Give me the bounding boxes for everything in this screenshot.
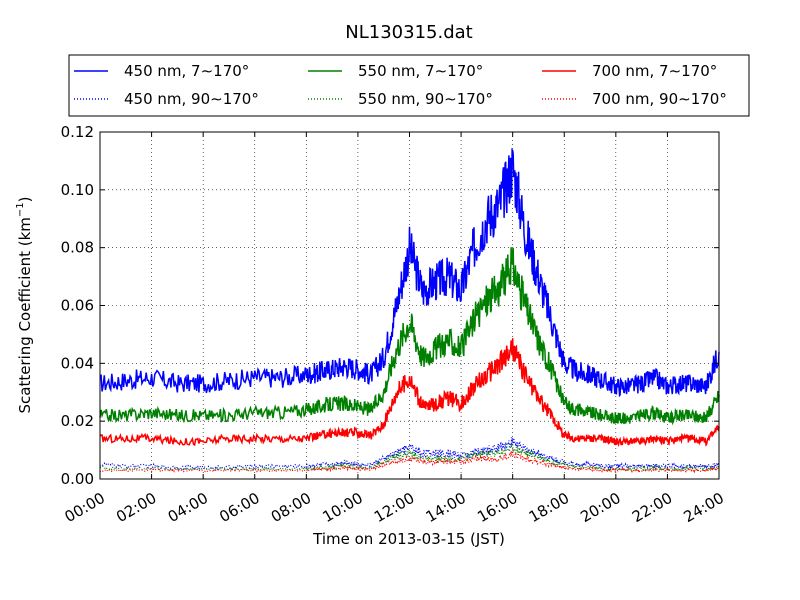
x-tick-label: 14:00 [423,489,469,526]
grid [100,132,719,479]
x-tick-label: 06:00 [216,489,262,526]
x-tick-label: 18:00 [526,489,572,526]
x-tick-label: 00:00 [62,489,108,526]
x-tick-label: 08:00 [268,489,314,526]
x-tick-label: 02:00 [113,489,159,526]
x-tick-label: 20:00 [577,489,623,526]
series-line [99,338,720,448]
legend-box [68,54,750,117]
chart-title: NL130315.dat [345,22,472,43]
y-tick-label: 0.10 [61,181,94,199]
y-axis-label-sup: −1 [15,202,26,217]
y-tick-label: 0.04 [61,354,94,372]
y-tick-label: 0.00 [61,470,94,488]
y-axis-label-main: Scattering Coefficient (km [16,217,34,413]
series-line [99,449,720,474]
x-axis-label: Time on 2013-03-15 (JST) [312,530,505,548]
series-line [99,441,720,473]
series-lines [99,147,720,474]
x-tick-label: 24:00 [681,489,727,526]
y-tick-label: 0.08 [61,239,94,257]
legend-label: 450 nm, 90∼170° [124,90,259,108]
y-axis-label: Scattering Coefficient (km−1) [15,196,34,413]
x-tick-label: 12:00 [371,489,417,526]
x-tick-label: 10:00 [319,489,365,526]
y-tick-label: 0.12 [61,123,94,141]
y-axis-label-end: ) [16,196,34,202]
y-tick-label: 0.02 [61,412,94,430]
legend-label: 450 nm, 7∼170° [124,62,249,80]
legend-label: 550 nm, 7∼170° [358,62,483,80]
legend-label: 700 nm, 90∼170° [592,90,727,108]
legend-label: 550 nm, 90∼170° [358,90,493,108]
series-line [99,437,720,471]
x-tick-label: 16:00 [474,489,520,526]
y-tick-label: 0.06 [61,297,94,315]
legend: 450 nm, 7∼170° 450 nm, 90∼170° 550 nm, 7∼1… [68,54,750,117]
series-line [99,147,720,398]
x-tick-label: 04:00 [165,489,211,526]
series-line [99,247,720,426]
x-tick-label: 22:00 [629,489,675,526]
legend-label: 700 nm, 7∼170° [592,62,717,80]
